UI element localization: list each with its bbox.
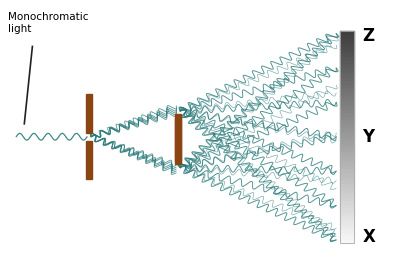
- Bar: [340, 232, 354, 236]
- Bar: [175, 118, 181, 165]
- Bar: [340, 172, 354, 175]
- Bar: [340, 162, 354, 165]
- Bar: [340, 91, 354, 94]
- Bar: [340, 168, 354, 172]
- Bar: [340, 204, 354, 207]
- Bar: [340, 221, 354, 225]
- Text: X: X: [362, 228, 375, 246]
- Bar: [340, 137, 354, 140]
- Bar: [340, 130, 354, 133]
- Bar: [340, 165, 354, 168]
- Bar: [340, 49, 354, 52]
- Bar: [340, 236, 354, 239]
- Bar: [340, 98, 354, 101]
- Bar: [340, 214, 354, 218]
- Bar: [340, 119, 354, 123]
- Bar: [340, 183, 354, 186]
- Text: Monochromatic
light: Monochromatic light: [8, 12, 89, 34]
- Bar: [175, 114, 181, 160]
- Bar: [340, 154, 354, 158]
- Bar: [340, 101, 354, 105]
- Bar: [340, 197, 354, 200]
- Bar: [340, 31, 354, 243]
- Bar: [340, 38, 354, 42]
- Bar: [340, 42, 354, 45]
- Bar: [340, 73, 354, 77]
- Bar: [340, 133, 354, 137]
- Bar: [340, 52, 354, 56]
- Bar: [340, 147, 354, 151]
- Bar: [340, 109, 354, 112]
- Bar: [340, 179, 354, 183]
- Bar: [340, 126, 354, 130]
- Bar: [340, 175, 354, 179]
- Bar: [340, 35, 354, 38]
- Bar: [340, 207, 354, 211]
- Bar: [340, 123, 354, 126]
- Bar: [340, 66, 354, 70]
- Bar: [340, 94, 354, 98]
- Bar: [340, 211, 354, 214]
- Text: Y: Y: [362, 128, 375, 146]
- Bar: [340, 116, 354, 119]
- Bar: [340, 140, 354, 144]
- Bar: [86, 94, 92, 133]
- Bar: [340, 218, 354, 221]
- Bar: [340, 77, 354, 80]
- Bar: [340, 228, 354, 232]
- Bar: [340, 200, 354, 204]
- Bar: [340, 105, 354, 109]
- Bar: [340, 190, 354, 193]
- Text: Z: Z: [362, 27, 375, 45]
- Bar: [340, 239, 354, 243]
- Bar: [340, 158, 354, 162]
- Bar: [340, 45, 354, 49]
- Bar: [340, 56, 354, 59]
- Bar: [340, 31, 354, 35]
- Bar: [86, 141, 92, 179]
- Bar: [340, 63, 354, 66]
- Bar: [340, 112, 354, 116]
- Bar: [340, 151, 354, 154]
- Bar: [340, 186, 354, 190]
- Bar: [340, 144, 354, 147]
- Bar: [340, 87, 354, 91]
- Bar: [340, 80, 354, 84]
- Bar: [340, 70, 354, 73]
- Bar: [340, 59, 354, 63]
- Bar: [340, 193, 354, 197]
- Bar: [340, 225, 354, 228]
- Bar: [340, 84, 354, 87]
